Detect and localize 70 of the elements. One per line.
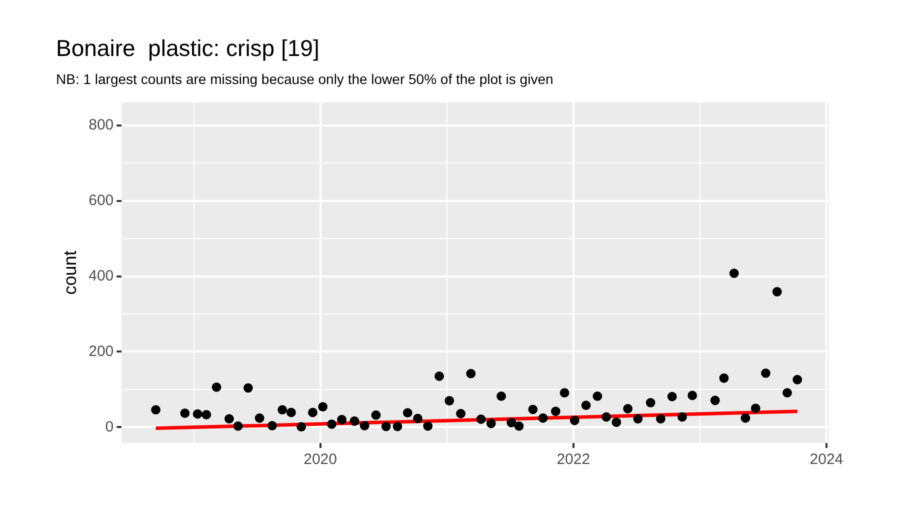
point bbox=[750, 404, 760, 413]
point bbox=[729, 268, 739, 278]
point bbox=[772, 287, 782, 296]
point bbox=[268, 420, 277, 430]
point bbox=[192, 409, 202, 419]
x-tick-label: 2022 bbox=[556, 451, 590, 468]
y-tick-label: 800 bbox=[88, 116, 114, 134]
point bbox=[224, 414, 234, 424]
point bbox=[514, 421, 524, 431]
point bbox=[350, 416, 360, 426]
point bbox=[337, 414, 347, 424]
point bbox=[233, 421, 243, 431]
point bbox=[381, 422, 391, 432]
point bbox=[318, 402, 328, 412]
y-axis-title: count bbox=[60, 250, 80, 295]
point bbox=[710, 396, 720, 406]
point bbox=[560, 388, 570, 398]
point bbox=[434, 372, 444, 381]
point bbox=[496, 392, 506, 401]
point bbox=[719, 373, 729, 383]
point bbox=[656, 414, 666, 424]
point bbox=[761, 368, 770, 378]
chart-subtitle: NB: 1 largest counts are missing because only the lower 50% of the plot is given bbox=[56, 70, 554, 87]
point bbox=[506, 418, 516, 428]
point bbox=[326, 419, 336, 429]
point bbox=[423, 421, 433, 431]
point bbox=[392, 422, 402, 432]
point bbox=[688, 390, 698, 400]
x-tick-label: 2024 bbox=[810, 451, 844, 468]
point bbox=[296, 422, 306, 432]
point bbox=[286, 408, 296, 418]
y-tick-label: 600 bbox=[88, 192, 114, 209]
y-tick-label: 200 bbox=[88, 342, 114, 360]
point bbox=[602, 412, 611, 422]
point bbox=[278, 405, 288, 415]
point bbox=[212, 382, 222, 392]
x-tick-label: 2020 bbox=[304, 451, 337, 468]
point bbox=[550, 406, 560, 416]
point bbox=[371, 410, 381, 420]
point bbox=[633, 414, 643, 424]
y-tick-label: 0 bbox=[105, 418, 114, 436]
point bbox=[538, 413, 548, 423]
point bbox=[402, 408, 412, 418]
point bbox=[667, 392, 677, 402]
point bbox=[202, 410, 212, 420]
point bbox=[740, 413, 750, 423]
point bbox=[151, 405, 160, 415]
point bbox=[528, 404, 538, 414]
point bbox=[678, 412, 687, 422]
point bbox=[444, 396, 454, 406]
point bbox=[592, 392, 602, 401]
point bbox=[360, 420, 370, 430]
point bbox=[308, 408, 318, 418]
point bbox=[413, 414, 422, 424]
point bbox=[646, 398, 656, 408]
point bbox=[254, 413, 264, 423]
y-tick-label: 400 bbox=[88, 267, 114, 284]
point bbox=[466, 368, 476, 378]
point bbox=[792, 374, 802, 384]
point bbox=[476, 414, 486, 424]
point bbox=[581, 400, 591, 410]
point bbox=[612, 418, 622, 427]
point bbox=[486, 418, 496, 428]
point bbox=[243, 383, 253, 393]
chart-title: Bonaire plastic: crisp [19] bbox=[56, 35, 320, 62]
point bbox=[570, 416, 580, 426]
point bbox=[180, 408, 190, 418]
point bbox=[623, 404, 632, 414]
point bbox=[456, 408, 466, 418]
point bbox=[782, 388, 792, 398]
